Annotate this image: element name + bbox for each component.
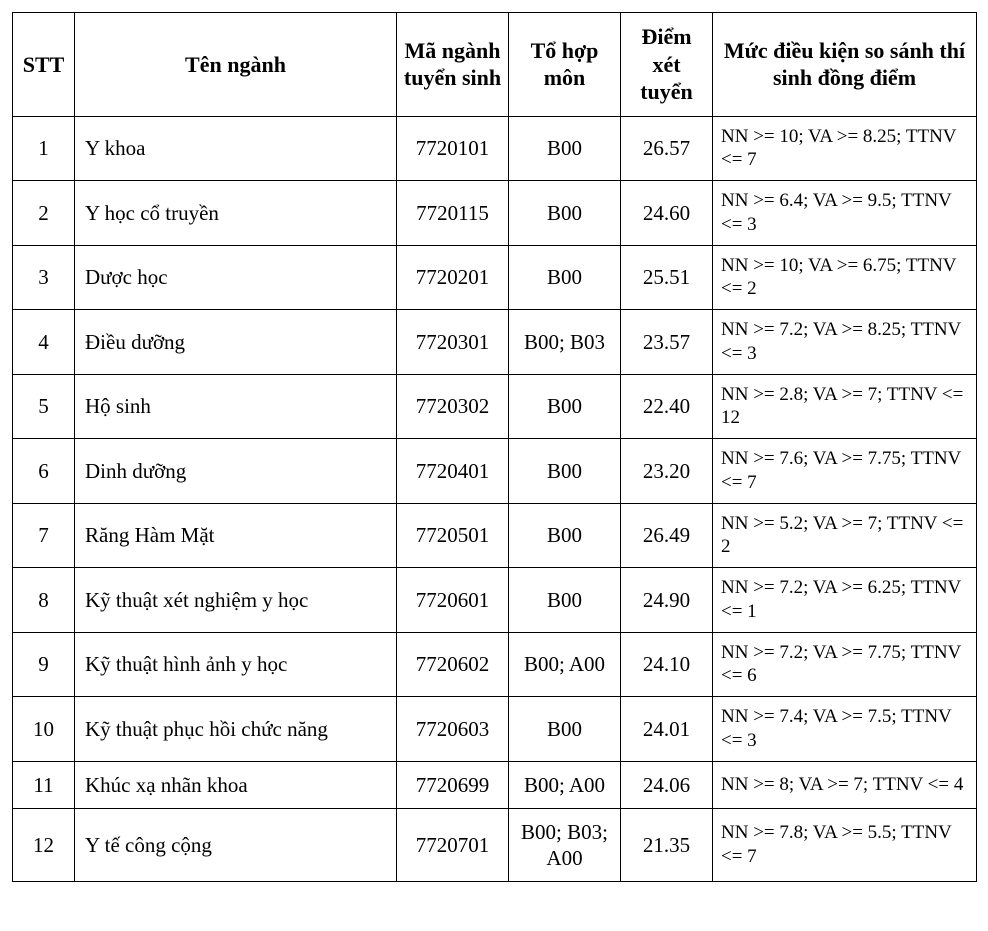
cell-score: 23.57 [621, 310, 713, 375]
cell-combo: B00 [509, 697, 621, 762]
admissions-table: STT Tên ngành Mã ngành tuyển sinh Tổ hợp… [12, 12, 977, 882]
table-row: 5Hộ sinh7720302B0022.40NN >= 2.8; VA >= … [13, 374, 977, 439]
cell-stt: 3 [13, 245, 75, 310]
cell-combo: B00 [509, 568, 621, 633]
cell-name: Điều dưỡng [75, 310, 397, 375]
table-row: 10Kỹ thuật phục hồi chức năng7720603B002… [13, 697, 977, 762]
cell-cond: NN >= 7.8; VA >= 5.5; TTNV <= 7 [713, 808, 977, 882]
cell-stt: 6 [13, 439, 75, 504]
cell-stt: 7 [13, 503, 75, 568]
cell-stt: 11 [13, 761, 75, 808]
cell-code: 7720601 [397, 568, 509, 633]
cell-code: 7720302 [397, 374, 509, 439]
cell-name: Dược học [75, 245, 397, 310]
table-row: 3Dược học7720201B0025.51NN >= 10; VA >= … [13, 245, 977, 310]
cell-code: 7720699 [397, 761, 509, 808]
cell-score: 26.49 [621, 503, 713, 568]
cell-combo: B00 [509, 503, 621, 568]
cell-stt: 9 [13, 632, 75, 697]
cell-cond: NN >= 10; VA >= 6.75; TTNV <= 2 [713, 245, 977, 310]
cell-combo: B00; A00 [509, 632, 621, 697]
cell-cond: NN >= 10; VA >= 8.25; TTNV <= 7 [713, 116, 977, 181]
cell-score: 24.90 [621, 568, 713, 633]
table-row: 1Y khoa7720101B0026.57NN >= 10; VA >= 8.… [13, 116, 977, 181]
cell-cond: NN >= 8; VA >= 7; TTNV <= 4 [713, 761, 977, 808]
cell-cond: NN >= 7.6; VA >= 7.75; TTNV <= 7 [713, 439, 977, 504]
cell-cond: NN >= 2.8; VA >= 7; TTNV <= 12 [713, 374, 977, 439]
cell-code: 7720101 [397, 116, 509, 181]
cell-combo: B00; B03 [509, 310, 621, 375]
cell-name: Kỹ thuật phục hồi chức năng [75, 697, 397, 762]
cell-combo: B00 [509, 116, 621, 181]
cell-stt: 2 [13, 181, 75, 246]
col-code: Mã ngành tuyển sinh [397, 13, 509, 117]
cell-combo: B00 [509, 439, 621, 504]
cell-score: 24.10 [621, 632, 713, 697]
table-body: 1Y khoa7720101B0026.57NN >= 10; VA >= 8.… [13, 116, 977, 882]
cell-cond: NN >= 6.4; VA >= 9.5; TTNV <= 3 [713, 181, 977, 246]
cell-combo: B00; B03; A00 [509, 808, 621, 882]
cell-stt: 12 [13, 808, 75, 882]
col-score: Điểm xét tuyển [621, 13, 713, 117]
cell-score: 24.01 [621, 697, 713, 762]
cell-name: Y học cổ truyền [75, 181, 397, 246]
cell-code: 7720115 [397, 181, 509, 246]
cell-combo: B00 [509, 181, 621, 246]
cell-name: Kỹ thuật hình ảnh y học [75, 632, 397, 697]
table-row: 9Kỹ thuật hình ảnh y học7720602B00; A002… [13, 632, 977, 697]
cell-code: 7720701 [397, 808, 509, 882]
table-row: 7Răng Hàm Mặt7720501B0026.49NN >= 5.2; V… [13, 503, 977, 568]
cell-stt: 5 [13, 374, 75, 439]
cell-cond: NN >= 7.2; VA >= 7.75; TTNV <= 6 [713, 632, 977, 697]
cell-name: Khúc xạ nhãn khoa [75, 761, 397, 808]
cell-name: Hộ sinh [75, 374, 397, 439]
header-row: STT Tên ngành Mã ngành tuyển sinh Tổ hợp… [13, 13, 977, 117]
cell-cond: NN >= 7.2; VA >= 8.25; TTNV <= 3 [713, 310, 977, 375]
cell-score: 25.51 [621, 245, 713, 310]
cell-code: 7720301 [397, 310, 509, 375]
cell-combo: B00 [509, 245, 621, 310]
table-row: 2Y học cổ truyền7720115B0024.60NN >= 6.4… [13, 181, 977, 246]
cell-score: 23.20 [621, 439, 713, 504]
cell-score: 26.57 [621, 116, 713, 181]
cell-combo: B00; A00 [509, 761, 621, 808]
table-row: 11Khúc xạ nhãn khoa7720699B00; A0024.06N… [13, 761, 977, 808]
cell-cond: NN >= 5.2; VA >= 7; TTNV <= 2 [713, 503, 977, 568]
cell-stt: 4 [13, 310, 75, 375]
cell-code: 7720401 [397, 439, 509, 504]
cell-code: 7720602 [397, 632, 509, 697]
cell-code: 7720201 [397, 245, 509, 310]
cell-code: 7720603 [397, 697, 509, 762]
cell-name: Dinh dưỡng [75, 439, 397, 504]
cell-combo: B00 [509, 374, 621, 439]
cell-cond: NN >= 7.4; VA >= 7.5; TTNV <= 3 [713, 697, 977, 762]
col-combo: Tổ hợp môn [509, 13, 621, 117]
cell-stt: 10 [13, 697, 75, 762]
cell-score: 24.06 [621, 761, 713, 808]
col-name: Tên ngành [75, 13, 397, 117]
cell-stt: 8 [13, 568, 75, 633]
cell-name: Y khoa [75, 116, 397, 181]
table-row: 12Y tế công cộng7720701B00; B03; A0021.3… [13, 808, 977, 882]
cell-name: Y tế công cộng [75, 808, 397, 882]
cell-stt: 1 [13, 116, 75, 181]
col-stt: STT [13, 13, 75, 117]
table-head: STT Tên ngành Mã ngành tuyển sinh Tổ hợp… [13, 13, 977, 117]
cell-name: Kỹ thuật xét nghiệm y học [75, 568, 397, 633]
cell-name: Răng Hàm Mặt [75, 503, 397, 568]
cell-code: 7720501 [397, 503, 509, 568]
cell-cond: NN >= 7.2; VA >= 6.25; TTNV <= 1 [713, 568, 977, 633]
table-row: 6Dinh dưỡng7720401B0023.20NN >= 7.6; VA … [13, 439, 977, 504]
cell-score: 24.60 [621, 181, 713, 246]
col-cond: Mức điều kiện so sánh thí sinh đồng điểm [713, 13, 977, 117]
table-row: 8Kỹ thuật xét nghiệm y học7720601B0024.9… [13, 568, 977, 633]
cell-score: 21.35 [621, 808, 713, 882]
cell-score: 22.40 [621, 374, 713, 439]
table-row: 4Điều dưỡng7720301B00; B0323.57NN >= 7.2… [13, 310, 977, 375]
